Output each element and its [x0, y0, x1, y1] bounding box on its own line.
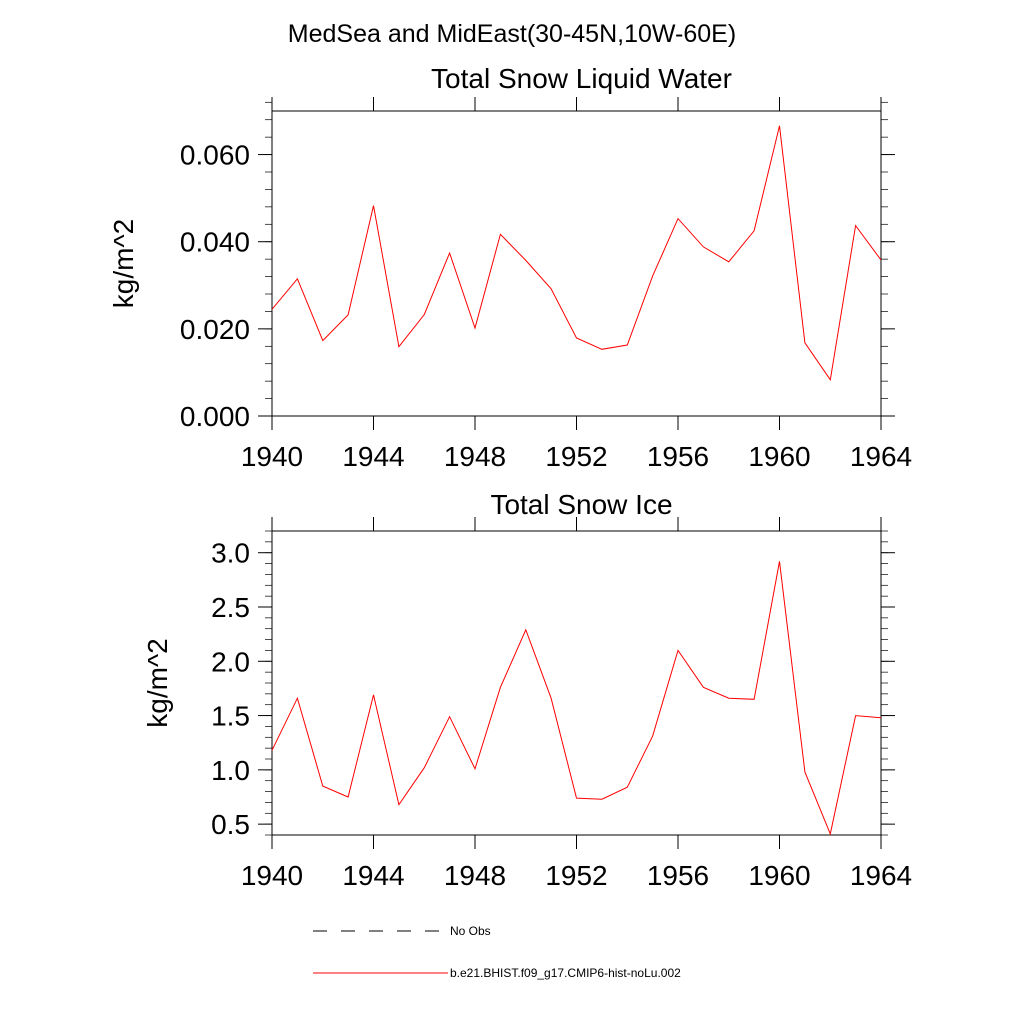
legend-label-no-obs: No Obs [450, 924, 491, 938]
plot-frame-snow-ice [271, 530, 882, 836]
panel-snow-ice: Total Snow Ice kg/m^2 1940 1944 1948 1952 1956… [142, 489, 912, 891]
panel-title-snow-ice: Total Snow Ice [490, 489, 672, 520]
y-tick-label: 0.060 [180, 140, 250, 171]
y-axis-label-snow-liquid-water: kg/m^2 [108, 219, 139, 308]
y-tick-label: 2.5 [211, 592, 250, 623]
series-line-snow-ice [271, 561, 882, 836]
x-tick-label: 1960 [748, 860, 810, 891]
x-tick-label: 1956 [647, 860, 709, 891]
x-tick-label: 1956 [647, 441, 709, 472]
x-tick-label: 1948 [444, 860, 506, 891]
y-tick-label: 1.0 [211, 755, 250, 786]
plot-frame-snow-liquid-water [271, 110, 882, 417]
x-tick-label: 1964 [850, 441, 912, 472]
y-tick-label: 2.0 [211, 646, 250, 677]
x-tick-label: 1952 [545, 441, 607, 472]
y-tick-label: 0.020 [180, 314, 250, 345]
panel-snow-liquid-water: Total Snow Liquid Water kg/m^2 1940 1944 194… [108, 63, 912, 472]
y-axis-label-snow-ice: kg/m^2 [142, 638, 173, 727]
panel-title-snow-liquid-water: Total Snow Liquid Water [431, 63, 732, 94]
series-line-snow-liquid-water [271, 125, 882, 382]
y-tick-label: 0.040 [180, 227, 250, 258]
figure-title: MedSea and MidEast(30-45N,10W-60E) [288, 20, 736, 48]
x-tick-label: 1960 [748, 441, 810, 472]
y-tick-label: 0.000 [180, 401, 250, 432]
x-tick-label: 1952 [545, 860, 607, 891]
x-tick-label: 1948 [444, 441, 506, 472]
legend-label-series: b.e21.BHIST.f09_g17.CMIP6-hist-noLu.002 [450, 966, 681, 980]
legend: No Obs b.e21.BHIST.f09_g17.CMIP6-hist-no… [313, 924, 681, 980]
y-tick-label: 1.5 [211, 701, 250, 732]
y-tick-label: 3.0 [211, 538, 250, 569]
x-tick-label: 1940 [241, 441, 303, 472]
x-tick-label: 1944 [342, 441, 404, 472]
x-tick-label: 1964 [850, 860, 912, 891]
x-tick-label: 1940 [241, 860, 303, 891]
x-tick-label: 1944 [342, 860, 404, 891]
y-tick-label: 0.5 [211, 809, 250, 840]
